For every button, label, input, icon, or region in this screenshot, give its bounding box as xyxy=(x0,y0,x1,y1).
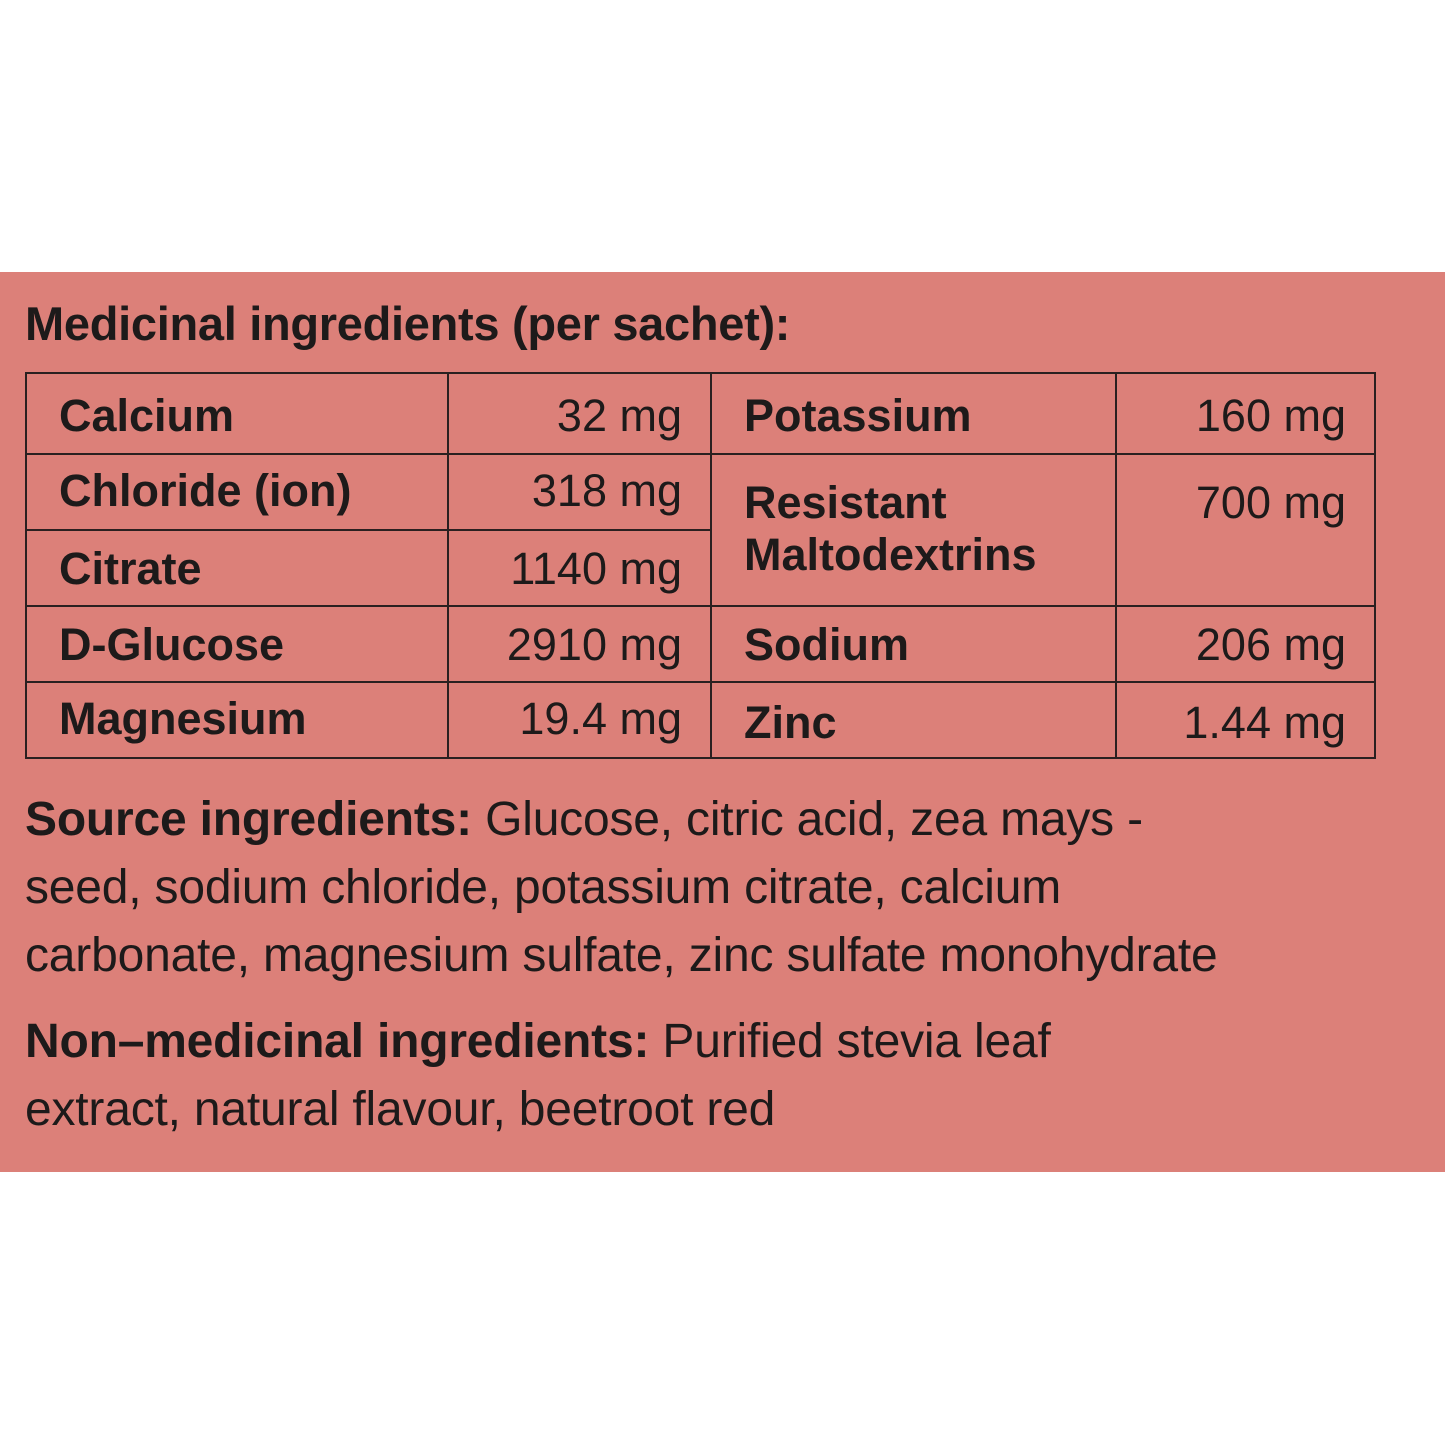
section-heading: Medicinal ingredients (per sachet): xyxy=(25,297,791,350)
ingredient-name: Calcium xyxy=(25,372,449,455)
ingredient-name: D-Glucose xyxy=(25,605,449,683)
source-text: Glucose, citric acid, zea mays - xyxy=(471,793,1143,846)
ingredient-amount: 1140 mg xyxy=(447,529,712,607)
label-panel xyxy=(0,272,1445,1172)
source-text: seed, sodium chloride, potassium citrate… xyxy=(25,861,1061,914)
non-medicinal-text: Purified stevia leaf xyxy=(649,1015,1051,1068)
ingredient-name: Magnesium xyxy=(25,681,449,759)
source-text: carbonate, magnesium sulfate, zinc sulfa… xyxy=(25,929,1218,982)
ingredient-name-line: Maltodextrins xyxy=(744,529,1037,580)
non-medicinal-text: extract, natural flavour, beetroot red xyxy=(25,1083,776,1136)
ingredient-amount: 19.4 mg xyxy=(447,681,712,759)
ingredient-name: Potassium xyxy=(710,372,1117,455)
ingredient-name: Zinc xyxy=(710,681,1117,759)
ingredient-name: Chloride (ion) xyxy=(25,453,449,531)
ingredient-amount: 1.44 mg xyxy=(1115,681,1376,759)
ingredient-amount: 700 mg xyxy=(1115,453,1376,607)
ingredient-amount: 160 mg xyxy=(1115,372,1376,455)
ingredient-amount: 2910 mg xyxy=(447,605,712,683)
source-label: Source ingredients: xyxy=(25,793,472,846)
source-ingredients: Source ingredients: Glucose, citric acid… xyxy=(25,786,1218,990)
ingredient-amount: 32 mg xyxy=(447,372,712,455)
ingredient-name-line: Resistant xyxy=(744,477,947,528)
ingredient-name: Citrate xyxy=(25,529,449,607)
ingredient-name: Sodium xyxy=(710,605,1117,683)
ingredient-amount: 318 mg xyxy=(447,453,712,531)
ingredient-amount: 206 mg xyxy=(1115,605,1376,683)
ingredient-name: Resistant Maltodextrins xyxy=(710,453,1117,607)
non-medicinal-ingredients: Non–medicinal ingredients: Purified stev… xyxy=(25,1008,1051,1144)
non-medicinal-label: Non–medicinal ingredients: xyxy=(25,1015,650,1068)
